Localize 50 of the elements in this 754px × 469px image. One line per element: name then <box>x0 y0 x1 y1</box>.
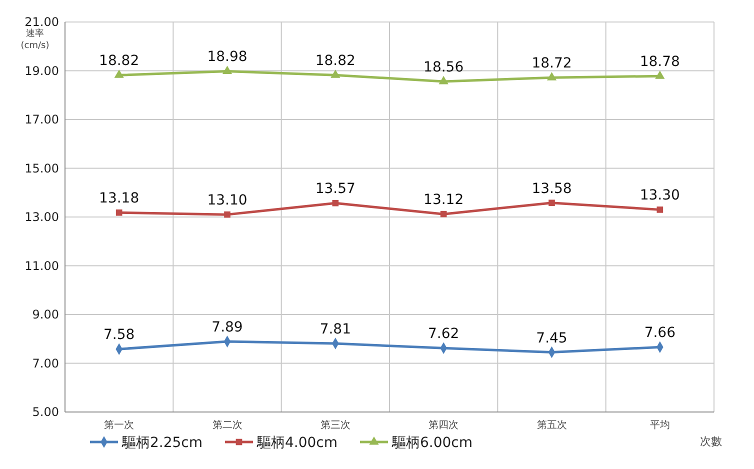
y-tick-label: 21.00 <box>24 15 59 29</box>
y-tick-label: 13.00 <box>24 210 59 224</box>
point <box>440 210 447 218</box>
x-tick-label: 第一次 <box>104 419 134 431</box>
point <box>224 211 230 218</box>
y-tick-label: 17.00 <box>24 112 59 126</box>
point <box>116 209 122 216</box>
data-label: 7.66 <box>644 325 676 342</box>
data-label: 18.82 <box>99 53 140 70</box>
point <box>332 200 339 206</box>
data-label: 18.72 <box>532 56 572 72</box>
point <box>548 200 555 206</box>
data-label: 13.10 <box>207 192 248 209</box>
data-label: 7.45 <box>536 330 568 346</box>
data-label: 18.78 <box>640 54 680 70</box>
data-label: 7.58 <box>103 327 135 344</box>
data-label: 18.56 <box>424 59 464 76</box>
data-label: 7.81 <box>320 322 352 338</box>
y-tick-label: 5.00 <box>32 405 59 419</box>
x-tick-label: 第二次 <box>212 419 242 431</box>
x-tick-label: 第三次 <box>320 419 350 431</box>
point <box>546 72 557 80</box>
point <box>438 76 448 84</box>
data-label: 13.12 <box>424 192 464 208</box>
y-tick-label: 19.00 <box>24 64 59 78</box>
point <box>114 70 124 78</box>
point <box>656 206 664 213</box>
data-label: 18.82 <box>315 53 356 70</box>
data-label: 13.58 <box>532 180 572 197</box>
x-axis-title: 次數 <box>700 435 722 448</box>
y-tick-label: 11.00 <box>24 258 59 273</box>
legend-label: 驅柄6.00cm <box>391 435 473 451</box>
y-tick-label: 15.00 <box>24 161 59 176</box>
y-tick-label: 7.00 <box>32 356 59 370</box>
data-label: 7.62 <box>428 326 460 342</box>
x-tick-label: 第五次 <box>536 419 567 431</box>
y-axis-title: 速率 (cm/s) <box>20 28 50 51</box>
data-label: 13.18 <box>99 190 140 207</box>
point <box>222 66 232 74</box>
x-tick-label: 第四次 <box>428 419 459 431</box>
point <box>330 70 340 78</box>
data-label: 7.89 <box>212 320 243 336</box>
legend-label: 驅柄4.00cm <box>256 435 338 451</box>
point <box>655 70 665 79</box>
data-label: 18.98 <box>207 49 248 66</box>
legend-label: 驅柄2.25cm <box>121 435 203 451</box>
y-tick-label: 9.00 <box>32 308 59 322</box>
data-label: 13.57 <box>315 181 356 198</box>
data-label: 13.30 <box>640 188 680 204</box>
x-tick-label: 平均 <box>650 419 670 431</box>
